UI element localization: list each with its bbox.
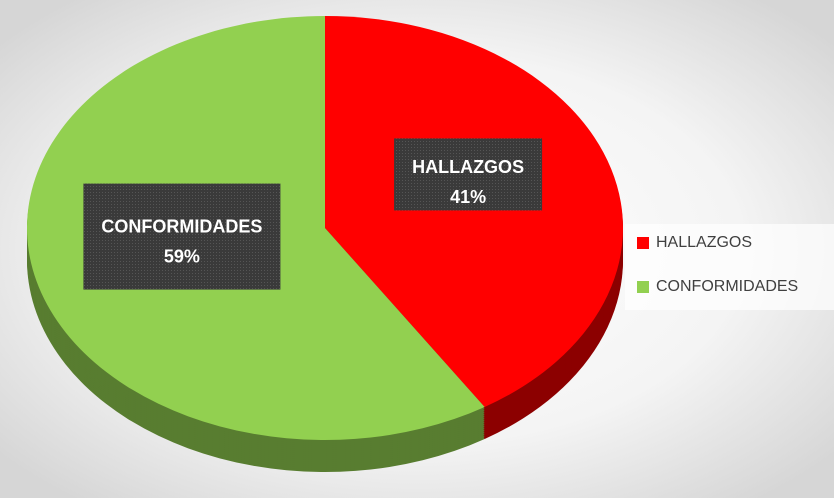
slice xyxy=(325,16,623,407)
legend-swatch xyxy=(637,281,649,293)
data-label-value: 59% xyxy=(164,246,200,266)
data-label-box xyxy=(394,138,543,211)
data-label-value: 41% xyxy=(450,187,486,207)
legend-label: CONFORMIDADES xyxy=(656,278,798,295)
legend-swatch xyxy=(637,237,649,249)
data-label-category: HALLAZGOS xyxy=(412,157,524,177)
data-label-box xyxy=(83,183,281,290)
legend-label: HALLAZGOS xyxy=(656,234,752,251)
data-label-category: CONFORMIDADES xyxy=(101,216,262,236)
legend-box xyxy=(625,224,834,310)
